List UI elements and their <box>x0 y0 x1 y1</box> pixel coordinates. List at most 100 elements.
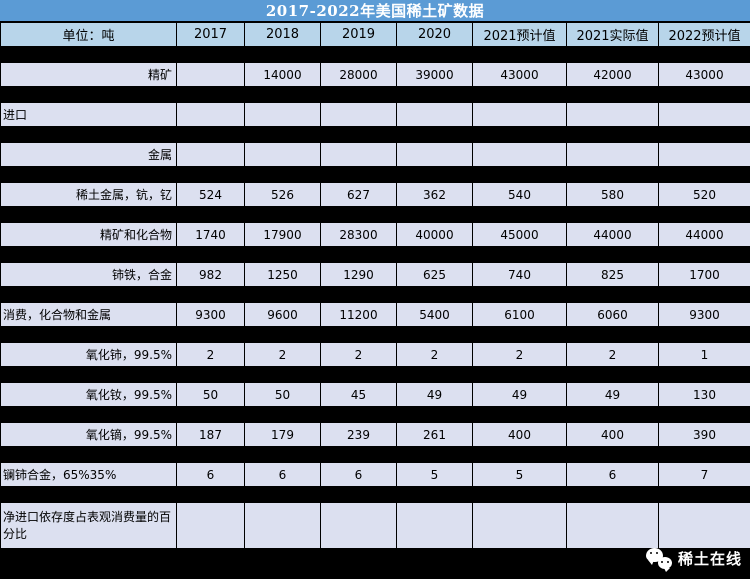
cell-r0-c2: 28000 <box>320 62 397 87</box>
column-header-5: 2021预计值 <box>472 22 567 47</box>
cell-r10-c2: 6 <box>320 462 397 487</box>
cell-r4-c2: 28300 <box>320 222 397 247</box>
row-gap <box>0 328 750 342</box>
table-row: 铈铁，合金 982 1250 1290 625 740 825 1700 <box>0 262 750 287</box>
row-gap <box>0 408 750 422</box>
cell-r3-c5: 580 <box>566 182 659 207</box>
cell-r1-c0 <box>176 102 245 127</box>
cell-r3-c4: 540 <box>472 182 567 207</box>
cell-r0-c4: 43000 <box>472 62 567 87</box>
cell-r5-c5: 825 <box>566 262 659 287</box>
cell-r7-c0: 2 <box>176 342 245 367</box>
cell-r9-c3: 261 <box>396 422 473 447</box>
cell-r9-c2: 239 <box>320 422 397 447</box>
row-label: 金属 <box>0 142 177 167</box>
cell-r4-c6: 44000 <box>658 222 750 247</box>
row-gap <box>0 288 750 302</box>
cell-r1-c1 <box>244 102 321 127</box>
cell-r1-c3 <box>396 102 473 127</box>
cell-r1-c5 <box>566 102 659 127</box>
table-row: 消费，化合物和金属 9300 9600 11200 5400 6100 6060 9300 <box>0 302 750 327</box>
wechat-icon <box>645 548 672 572</box>
cell-r2-c5 <box>566 142 659 167</box>
cell-r7-c3: 2 <box>396 342 473 367</box>
cell-r5-c4: 740 <box>472 262 567 287</box>
row-gap <box>0 488 750 502</box>
cell-r4-c5: 44000 <box>566 222 659 247</box>
row-gap <box>0 88 750 102</box>
cell-r3-c0: 524 <box>176 182 245 207</box>
table-row: 氧化铈，99.5% 2 2 2 2 2 2 1 <box>0 342 750 367</box>
table-row: 精矿和化合物 1740 17900 28300 40000 45000 44000 44000 <box>0 222 750 247</box>
cell-r6-c4: 6100 <box>472 302 567 327</box>
cell-r11-c3 <box>396 502 473 549</box>
cell-r11-c5 <box>566 502 659 549</box>
row-gap <box>0 128 750 142</box>
watermark-label: 稀土在线 <box>677 550 742 568</box>
row-gap <box>0 448 750 462</box>
cell-r11-c0 <box>176 502 245 549</box>
cell-r1-c2 <box>320 102 397 127</box>
cell-r4-c3: 40000 <box>396 222 473 247</box>
column-header-7: 2022预计值 <box>658 22 750 47</box>
row-label: 精矿和化合物 <box>0 222 177 247</box>
table-row: 稀土金属，钪，钇 524 526 627 362 540 580 520 <box>0 182 750 207</box>
cell-r3-c6: 520 <box>658 182 750 207</box>
row-gap <box>0 168 750 182</box>
cell-r0-c1: 14000 <box>244 62 321 87</box>
cell-r11-c2 <box>320 502 397 549</box>
column-header-4: 2020 <box>396 22 473 47</box>
cell-r0-c0 <box>176 62 245 87</box>
cell-r6-c3: 5400 <box>396 302 473 327</box>
row-gap <box>0 368 750 382</box>
cell-r11-c1 <box>244 502 321 549</box>
cell-r7-c2: 2 <box>320 342 397 367</box>
table-row: 进口 <box>0 102 750 127</box>
cell-r3-c2: 627 <box>320 182 397 207</box>
cell-r9-c1: 179 <box>244 422 321 447</box>
cell-r2-c0 <box>176 142 245 167</box>
cell-r5-c2: 1290 <box>320 262 397 287</box>
cell-r8-c4: 49 <box>472 382 567 407</box>
cell-r9-c0: 187 <box>176 422 245 447</box>
cell-r1-c6 <box>658 102 750 127</box>
table-row: 精矿 14000 28000 39000 43000 42000 43000 <box>0 62 750 87</box>
cell-r11-c6 <box>658 502 750 549</box>
column-header-6: 2021实际值 <box>566 22 659 47</box>
cell-r4-c0: 1740 <box>176 222 245 247</box>
cell-r6-c0: 9300 <box>176 302 245 327</box>
cell-r6-c1: 9600 <box>244 302 321 327</box>
cell-r0-c3: 39000 <box>396 62 473 87</box>
table-row: 镧铈合金，65%35% 6 6 6 5 5 6 7 <box>0 462 750 487</box>
cell-r6-c2: 11200 <box>320 302 397 327</box>
row-label: 氧化铈，99.5% <box>0 342 177 367</box>
cell-r5-c0: 982 <box>176 262 245 287</box>
cell-r8-c2: 45 <box>320 382 397 407</box>
row-label: 净进口依存度占表观消费量的百分比 <box>0 502 177 549</box>
row-label: 稀土金属，钪，钇 <box>0 182 177 207</box>
row-label: 消费，化合物和金属 <box>0 302 177 327</box>
cell-r0-c6: 43000 <box>658 62 750 87</box>
cell-r10-c4: 5 <box>472 462 567 487</box>
table-row: 氧化镝，99.5% 187 179 239 261 400 400 390 <box>0 422 750 447</box>
table-row: 氧化钕，99.5% 50 50 45 49 49 49 130 <box>0 382 750 407</box>
cell-r1-c4 <box>472 102 567 127</box>
cell-r2-c4 <box>472 142 567 167</box>
cell-r0-c5: 42000 <box>566 62 659 87</box>
cell-r6-c5: 6060 <box>566 302 659 327</box>
cell-r8-c0: 50 <box>176 382 245 407</box>
table-row: 金属 <box>0 142 750 167</box>
cell-r8-c1: 50 <box>244 382 321 407</box>
row-gap <box>0 48 750 62</box>
cell-r9-c4: 400 <box>472 422 567 447</box>
column-header-3: 2019 <box>320 22 397 47</box>
cell-r2-c3 <box>396 142 473 167</box>
cell-r7-c1: 2 <box>244 342 321 367</box>
cell-r11-c4 <box>472 502 567 549</box>
page-title: 2017-2022年美国稀土矿数据 <box>265 2 485 20</box>
cell-r5-c6: 1700 <box>658 262 750 287</box>
cell-r9-c6: 390 <box>658 422 750 447</box>
row-label: 氧化钕，99.5% <box>0 382 177 407</box>
row-label: 精矿 <box>0 62 177 87</box>
